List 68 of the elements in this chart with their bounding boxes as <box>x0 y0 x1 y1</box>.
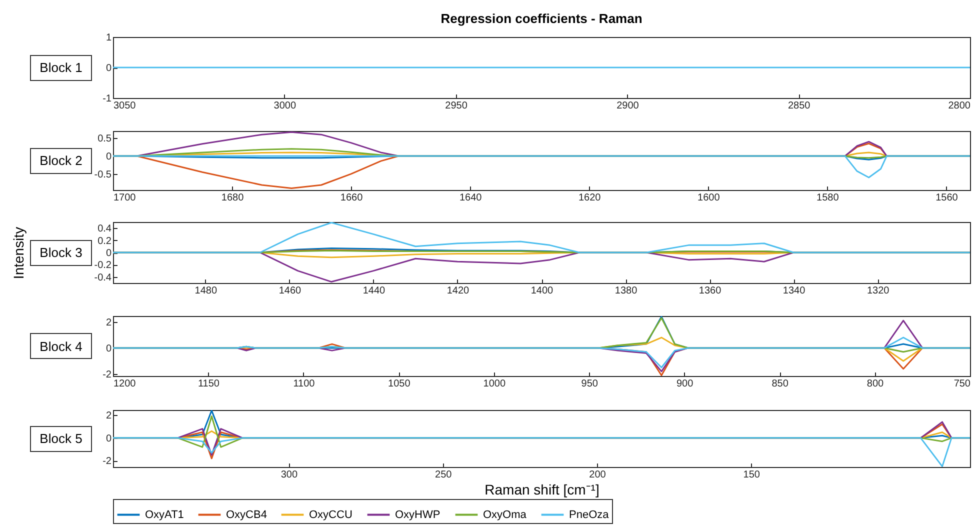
text: Block 4 <box>30 333 92 359</box>
x-tick-label: 1440 <box>362 286 386 296</box>
y-tick-label: -2 <box>102 456 112 468</box>
x-tick-label: 1380 <box>614 286 638 296</box>
text: Block 2 <box>30 148 92 174</box>
x-tick-label: 1360 <box>698 286 722 296</box>
y-tick-label: 0.2 <box>98 236 112 247</box>
y-tick-label: -0.5 <box>94 169 112 180</box>
chart-title: Regression coefficients - Raman <box>440 11 642 26</box>
y-tick-label: 0 <box>106 63 112 74</box>
x-tick-label: 1700 <box>114 192 136 204</box>
y-tick-label: 0 <box>106 152 112 163</box>
x-tick-label: 3000 <box>274 100 296 112</box>
y-tick-label: 2 <box>106 410 112 422</box>
text: Block 3 <box>30 240 92 266</box>
y-tick-label: -0.4 <box>94 272 112 284</box>
x-tick-label: 2900 <box>616 100 640 112</box>
y-tick-label: -1 <box>102 94 112 104</box>
x-tick-label: 2950 <box>445 100 468 112</box>
x-tick-label: 1680 <box>221 192 244 204</box>
legend-label: OxyOma <box>483 508 528 521</box>
x-tick-label: 1320 <box>866 286 890 296</box>
y-tick-label: 0.5 <box>98 134 112 145</box>
x-axis-title: Raman shift [cm⁻¹] <box>484 482 600 498</box>
y-tick-label: -0.2 <box>94 260 112 272</box>
legend-label: OxyAT1 <box>145 508 184 521</box>
x-tick-label: 1480 <box>194 286 218 296</box>
y-tick-label: 0 <box>106 433 112 444</box>
x-tick-label: 1400 <box>530 286 554 296</box>
x-tick-label: 850 <box>772 378 789 390</box>
y-tick-label: 2 <box>106 317 112 328</box>
y-tick-label: 1 <box>106 32 112 44</box>
x-tick-label: 900 <box>676 378 694 390</box>
x-tick-label: 1000 <box>483 378 506 390</box>
y-tick-label: 0.4 <box>98 224 112 235</box>
x-tick-label: 2850 <box>788 100 811 112</box>
legend-label: PneOza <box>569 508 610 521</box>
x-tick-label: 1560 <box>936 192 958 204</box>
x-tick-label: 1420 <box>446 286 470 296</box>
x-tick-label: 1660 <box>340 192 364 204</box>
x-tick-label: 1200 <box>114 378 136 390</box>
x-tick-label: 1600 <box>698 192 720 204</box>
y-tick-label: 0 <box>106 343 112 354</box>
x-tick-label: 800 <box>866 378 884 390</box>
x-tick-label: 200 <box>589 470 606 480</box>
x-tick-label: 1640 <box>459 192 482 204</box>
x-tick-label: 2800 <box>948 100 971 112</box>
x-tick-label: 150 <box>743 470 760 480</box>
x-tick-label: 950 <box>581 378 598 390</box>
text: Block 5 <box>30 426 92 452</box>
legend-label: OxyHWP <box>395 508 440 521</box>
x-tick-label: 300 <box>280 470 298 480</box>
x-tick-label: 1620 <box>578 192 602 204</box>
y-axis-title: Intensity <box>10 226 26 280</box>
x-tick-label: 750 <box>954 378 971 390</box>
x-tick-label: 1100 <box>293 378 316 390</box>
x-tick-label: 1050 <box>388 378 411 390</box>
x-tick-label: 1580 <box>816 192 840 204</box>
x-tick-label: 1150 <box>198 378 220 390</box>
y-tick-label: 0 <box>106 248 112 259</box>
y-tick-label: -2 <box>102 370 112 381</box>
x-tick-label: 250 <box>435 470 452 480</box>
legend-label: OxyCB4 <box>226 508 267 521</box>
text: Block 1 <box>30 54 92 80</box>
x-tick-label: 1460 <box>278 286 302 296</box>
x-tick-label: 3050 <box>114 100 136 112</box>
x-tick-label: 1340 <box>782 286 806 296</box>
legend-label: OxyCCU <box>309 508 352 521</box>
